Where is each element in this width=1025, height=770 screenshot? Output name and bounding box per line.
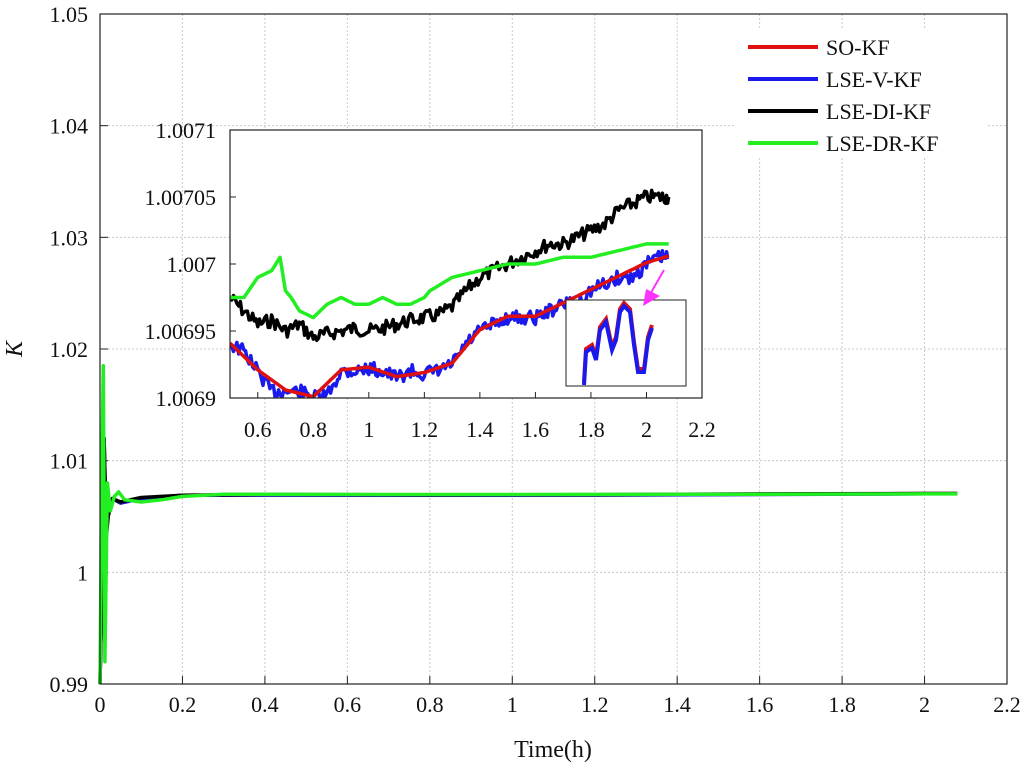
main-x-tick-label: 1.8 [828, 692, 856, 717]
inset-series-line-lse-di-kf [230, 188, 671, 343]
inset-x-tick-label: 1.6 [522, 417, 550, 442]
main-x-tick-label: 1.4 [663, 692, 691, 717]
inset-series-line-so-kf [230, 254, 670, 398]
x-axis-label: Time(h) [514, 737, 592, 763]
zoom-series-line-lse-v-kf [582, 302, 654, 386]
main-plot-frame [99, 13, 1008, 685]
main-x-tick-label: 1.2 [581, 692, 609, 717]
inset-x-tick-label: 2.2 [688, 417, 716, 442]
main-x-tick-label: 0.4 [251, 692, 279, 717]
legend-label: LSE-V-KF [826, 67, 922, 92]
inset-x-tick-label: 0.6 [244, 417, 272, 442]
main-x-tick-label: 1 [507, 692, 518, 717]
main-series-group [98, 364, 958, 685]
inset-y-tick-labels: 1.0069 1.00695 1.007 1.00705 1.0071 [145, 118, 236, 411]
main-y-tick-label: 1.01 [50, 449, 89, 474]
legend-label: SO-KF [826, 35, 890, 60]
main-x-tick-label: 0 [95, 692, 106, 717]
legend: SO-KF LSE-V-KF LSE-DI-KF LSE-DR-KF [736, 28, 986, 158]
inset-y-tick-label: 1.007 [167, 252, 217, 277]
main-y-tick-label: 1.05 [50, 2, 89, 27]
zoom-series-group [582, 299, 654, 386]
main-x-tick-label: 2 [919, 692, 930, 717]
main-x-tick-label: 1.6 [746, 692, 774, 717]
inset-x-tick-label: 1.2 [411, 417, 439, 442]
main-y-tick-label: 1.02 [50, 337, 89, 362]
main-x-tick-labels: 0 0.2 0.4 0.6 0.8 1 1.2 1.4 1.6 1.8 2 2.2 [95, 692, 1021, 717]
inset-x-tick-label: 0.8 [300, 417, 328, 442]
main-y-tick-label: 1.04 [50, 114, 89, 139]
inset-y-tick-label: 1.00695 [145, 319, 217, 344]
main-x-tick-label: 0.8 [416, 692, 444, 717]
legend-background [736, 28, 986, 158]
inset-x-tick-labels: 0.6 0.8 1 1.2 1.4 1.6 1.8 2 2.2 [244, 392, 716, 442]
inset-series-line-lse-dr-kf [230, 242, 669, 320]
legend-label: LSE-DI-KF [826, 99, 931, 124]
inset-x-tick-label: 1.8 [577, 417, 605, 442]
zoom-arrow-icon [643, 269, 665, 306]
inset-y-tick-label: 1.00705 [145, 185, 217, 210]
main-y-tick-label: 0.99 [50, 672, 89, 697]
main-y-tick-label: 1 [77, 560, 88, 585]
inset-x-tick-label: 1 [363, 417, 374, 442]
main-x-tick-label: 0.2 [169, 692, 197, 717]
y-axis-label: K [2, 339, 28, 358]
main-y-tick-label: 1.03 [50, 225, 89, 250]
inset-x-tick-label: 1.4 [466, 417, 494, 442]
main-series-line-lse-dr-kf [98, 364, 958, 685]
legend-label: LSE-DR-KF [826, 131, 938, 156]
inset-y-tick-label: 1.0071 [156, 118, 217, 143]
inset-series-group [230, 188, 671, 398]
inset-x-tick-label: 2 [641, 417, 652, 442]
main-x-tick-label: 0.6 [334, 692, 362, 717]
main-x-tick-label: 2.2 [993, 692, 1021, 717]
main-y-tick-labels: 0.99 1 1.01 1.02 1.03 1.04 1.05 [50, 2, 89, 697]
inset-y-tick-label: 1.0069 [156, 386, 217, 411]
